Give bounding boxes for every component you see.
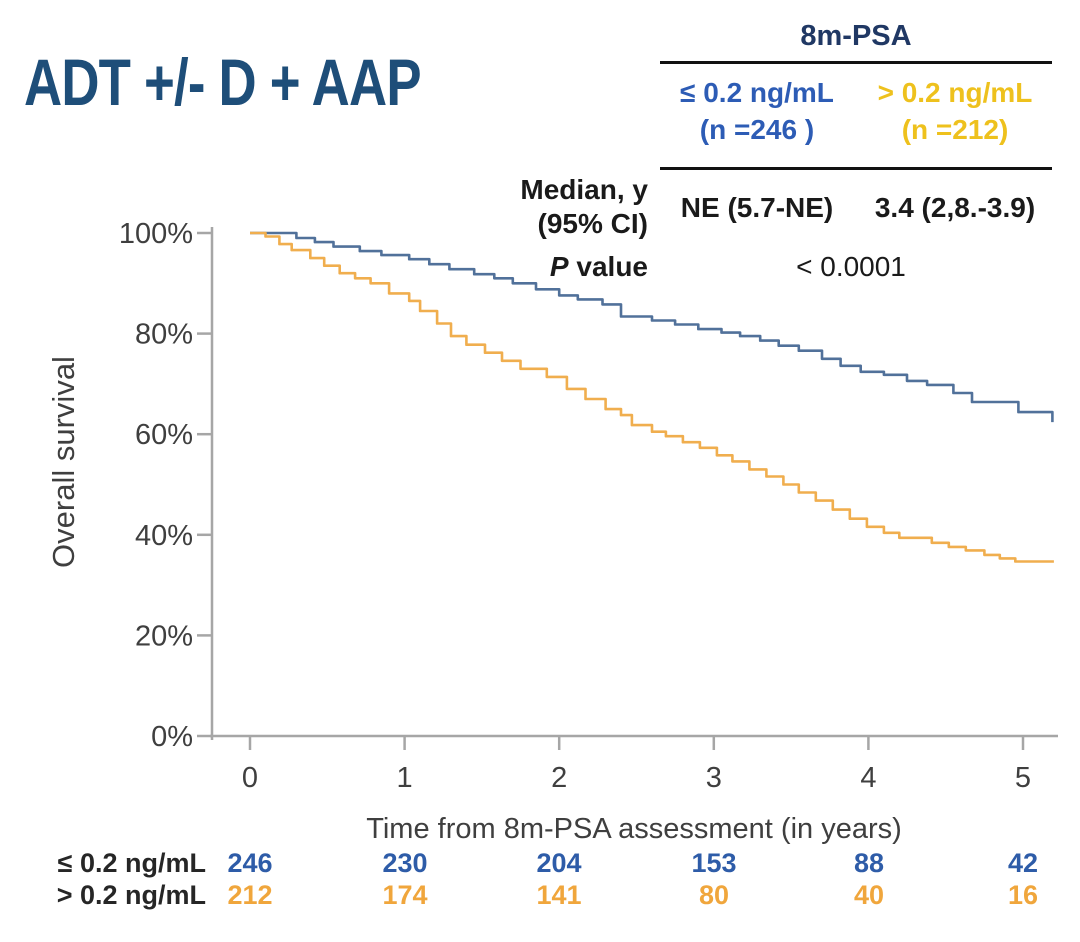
group2-median-value: 3.4 (2,8.-3.9) (874, 192, 1036, 223)
risk-count: 204 (536, 848, 582, 878)
survival-curve (250, 231, 1054, 423)
table-rule-top (660, 61, 1052, 64)
p-value-row-label: P value (420, 251, 648, 283)
p-label-italic: P (549, 251, 569, 282)
group1-n-count: (n =246 ) (699, 114, 815, 145)
p-label-rest: value (568, 251, 648, 282)
summary-table-header: 8m-PSA (800, 20, 912, 52)
risk-count: 212 (227, 880, 273, 910)
risk-count: 88 (853, 848, 885, 878)
group1-column-label: ≤ 0.2 ng/mL (680, 77, 834, 108)
svg-text:0: 0 (242, 762, 258, 794)
svg-text:100%: 100% (119, 218, 193, 250)
svg-text:0%: 0% (151, 721, 193, 753)
risk-count: 246 (227, 848, 273, 878)
median-row-label: Median, y (95% CI) (420, 173, 648, 241)
risk-count: 141 (536, 880, 582, 910)
risk-row2-label: > 0.2 ng/mL (56, 880, 206, 910)
risk-count: 42 (1007, 848, 1039, 878)
group1-median-value: NE (5.7-NE) (680, 192, 834, 223)
svg-text:1: 1 (397, 762, 413, 794)
risk-count: 80 (698, 880, 730, 910)
group2-column-label: > 0.2 ng/mL (877, 77, 1033, 108)
risk-count: 16 (1007, 880, 1039, 910)
page-title: ADT +/- D + AAP (24, 45, 422, 119)
x-axis-title: Time from 8m-PSA assessment (in years) (366, 813, 902, 845)
svg-text:4: 4 (860, 762, 876, 794)
table-rule-mid (660, 167, 1052, 170)
svg-text:20%: 20% (135, 620, 193, 652)
survival-curve (250, 231, 1054, 563)
svg-text:40%: 40% (135, 520, 193, 552)
svg-text:60%: 60% (135, 419, 193, 451)
risk-count: 40 (853, 880, 885, 910)
svg-text:80%: 80% (135, 319, 193, 351)
p-value: < 0.0001 (796, 251, 906, 282)
group2-n-count: (n =212) (901, 114, 1009, 145)
risk-count: 230 (382, 848, 428, 878)
risk-count: 153 (691, 848, 737, 878)
median-label-line1: Median, y (520, 174, 648, 205)
risk-row1-label: ≤ 0.2 ng/mL (57, 848, 206, 878)
y-axis-title: Overall survival (46, 356, 81, 568)
risk-count: 174 (382, 880, 428, 910)
svg-text:2: 2 (551, 762, 567, 794)
svg-text:5: 5 (1015, 762, 1031, 794)
median-label-line2: (95% CI) (537, 208, 648, 239)
svg-text:3: 3 (706, 762, 722, 794)
